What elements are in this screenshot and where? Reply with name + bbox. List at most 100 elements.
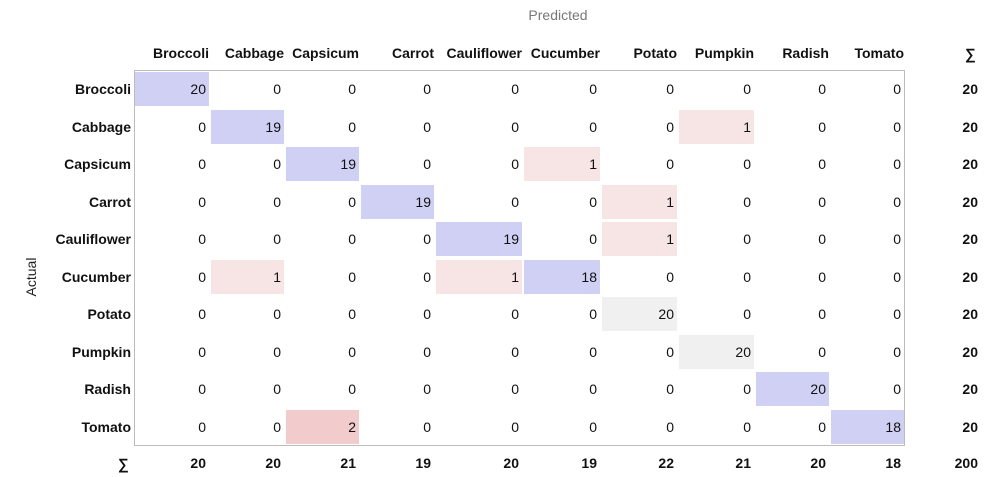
- matrix-cell: 0: [666, 268, 674, 285]
- row-label: Tomato: [81, 418, 131, 435]
- matrix-cell: 0: [511, 306, 519, 322]
- column-label: Capsicum: [292, 45, 359, 61]
- matrix-cell: 0: [348, 231, 356, 247]
- matrix-cell: 0: [893, 81, 901, 97]
- matrix-cell: 1: [524, 147, 600, 181]
- matrix-cell: 0: [198, 156, 206, 172]
- column-label: Cabbage: [224, 45, 284, 61]
- matrix-cell: 0: [666, 381, 674, 397]
- matrix-cell: 0: [423, 268, 431, 285]
- matrix-cell: 20: [602, 297, 677, 331]
- row-total: 20: [962, 118, 978, 135]
- matrix-cell: 0: [273, 343, 281, 360]
- column-total: 18: [885, 455, 901, 471]
- column-total: 19: [581, 455, 597, 471]
- matrix-cell: 1: [211, 259, 284, 294]
- matrix-cell: 0: [818, 343, 826, 360]
- column-label: Cauliflower: [446, 45, 522, 61]
- matrix-cell: 0: [198, 118, 206, 135]
- row-total: 20: [962, 231, 978, 247]
- matrix-cell: 20: [679, 334, 754, 369]
- row-label: Potato: [87, 306, 131, 322]
- matrix-cell: 0: [423, 231, 431, 247]
- matrix-cell: 18: [831, 409, 904, 444]
- matrix-cell: 0: [348, 306, 356, 322]
- row-total: 20: [962, 193, 978, 210]
- matrix-cell: 0: [198, 193, 206, 210]
- matrix-cell: 0: [589, 381, 597, 397]
- matrix-cell: 0: [423, 418, 431, 435]
- column-label: Carrot: [391, 45, 434, 61]
- matrix-cell: 0: [511, 81, 519, 97]
- matrix-cell: 0: [273, 81, 281, 97]
- column-label: Tomato: [854, 45, 904, 61]
- matrix-cell: 0: [348, 343, 356, 360]
- matrix-cell: 19: [211, 109, 284, 144]
- matrix-cell: 0: [666, 118, 674, 135]
- matrix-cell: 0: [743, 156, 751, 172]
- matrix-cell: 0: [743, 381, 751, 397]
- matrix-cell: 0: [893, 343, 901, 360]
- matrix-cell: 19: [286, 147, 359, 181]
- row-label: Pumpkin: [71, 343, 131, 360]
- row-label: Capsicum: [64, 156, 131, 172]
- matrix-cell: 0: [348, 118, 356, 135]
- matrix-cell: 2: [286, 409, 359, 444]
- matrix-cell: 0: [589, 231, 597, 247]
- matrix-cell: 18: [524, 259, 600, 294]
- matrix-cell: 0: [893, 156, 901, 172]
- matrix-cell: 0: [818, 231, 826, 247]
- matrix-cell: 0: [893, 381, 901, 397]
- matrix-cell: 0: [423, 81, 431, 97]
- matrix-cell: 0: [743, 268, 751, 285]
- matrix-cell: 0: [893, 193, 901, 210]
- matrix-cell: 0: [273, 193, 281, 210]
- matrix-cell: 0: [589, 306, 597, 322]
- matrix-cell: 0: [818, 156, 826, 172]
- matrix-cell: 0: [511, 193, 519, 210]
- matrix-cell: 0: [893, 231, 901, 247]
- matrix-cell: 0: [818, 81, 826, 97]
- column-total: 20: [265, 455, 281, 471]
- matrix-cell: 19: [436, 222, 522, 256]
- matrix-cell: 0: [273, 231, 281, 247]
- column-label: Radish: [782, 45, 829, 61]
- matrix-cell: 0: [273, 156, 281, 172]
- matrix-cell: 0: [818, 118, 826, 135]
- column-total: 20: [503, 455, 519, 471]
- matrix-cell: 0: [273, 381, 281, 397]
- matrix-cell: 0: [666, 343, 674, 360]
- x-axis-title: Predicted: [528, 7, 588, 23]
- column-total: 21: [735, 455, 751, 471]
- matrix-cell: 0: [743, 306, 751, 322]
- matrix-cell: 0: [511, 343, 519, 360]
- row-total: 20: [962, 381, 978, 397]
- row-total: 20: [962, 418, 978, 435]
- matrix-cell: 0: [423, 306, 431, 322]
- matrix-cell: 0: [589, 343, 597, 360]
- row-label: Carrot: [88, 193, 131, 210]
- column-label: Pumpkin: [694, 45, 754, 61]
- matrix-cell: 0: [743, 193, 751, 210]
- matrix-cell: 0: [743, 418, 751, 435]
- matrix-cell: 0: [818, 418, 826, 435]
- matrix-cell: 0: [511, 156, 519, 172]
- matrix-cell: 20: [135, 72, 209, 106]
- matrix-cell: 0: [348, 268, 356, 285]
- matrix-cell: 0: [666, 418, 674, 435]
- matrix-cell: 0: [589, 193, 597, 210]
- column-total: 21: [340, 455, 356, 471]
- row-label: Broccoli: [74, 81, 131, 97]
- row-label: Radish: [84, 381, 131, 397]
- row-total: 20: [962, 343, 978, 360]
- matrix-cell: 0: [198, 343, 206, 360]
- row-label: Cauliflower: [55, 231, 131, 247]
- matrix-cell: 0: [423, 118, 431, 135]
- matrix-cell: 0: [743, 231, 751, 247]
- matrix-cell: 20: [756, 372, 829, 406]
- row-label: Cabbage: [71, 118, 131, 135]
- column-total: 19: [415, 455, 431, 471]
- matrix-cell: 0: [743, 81, 751, 97]
- matrix-cell: 1: [436, 259, 522, 294]
- matrix-cell: 0: [198, 231, 206, 247]
